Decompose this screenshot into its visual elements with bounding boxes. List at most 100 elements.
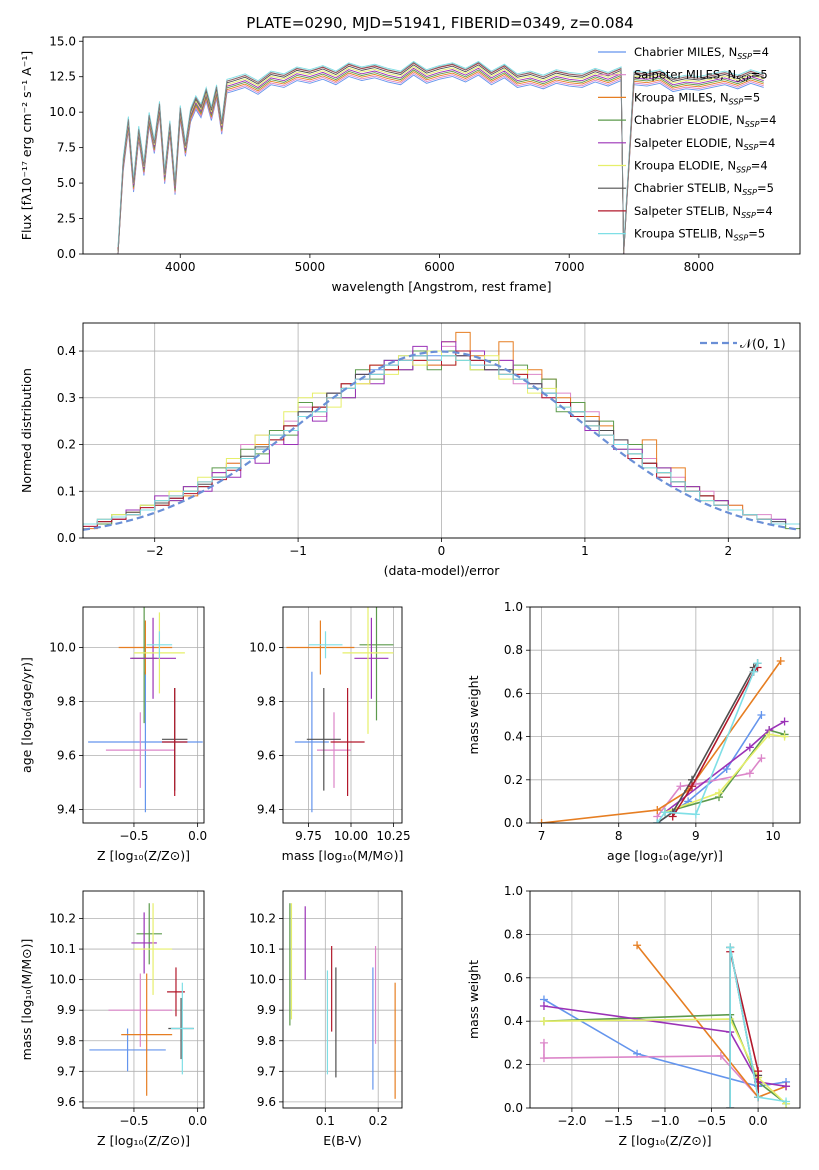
normal-reference-curve: [83, 350, 800, 531]
x-axis-label: Z [log₁₀(Z/Z⊙)]: [97, 848, 190, 863]
y-tick-label: 0.8: [504, 643, 523, 657]
y-tick-label: 10.0: [49, 973, 76, 987]
y-tick-label: 9.8: [257, 1034, 276, 1048]
y-tick-label: 0.4: [504, 1014, 523, 1028]
weight-marker: [653, 819, 662, 823]
weight-line: [664, 733, 785, 813]
figure-title: PLATE=0290, MJD=51941, FIBERID=0349, z=0…: [246, 14, 633, 32]
y-tick-label: 0.3: [57, 391, 76, 405]
axes-frame: [282, 606, 403, 824]
y-tick-label: 10.0: [49, 105, 76, 119]
weight-line: [541, 660, 782, 823]
weight-marker: [537, 819, 546, 823]
panel-z-vs-mass: −0.5 0.0 9.6 9.7 9.8 9.9 10.0 10.1 10.2 Z [log₁₀(…: [19, 890, 207, 1148]
y-tick-label: 0.4: [57, 344, 76, 358]
weight-line: [729, 947, 787, 1108]
x-axis-label: wavelength [Angstrom, rest frame]: [331, 279, 551, 294]
legend-label: 𝒩(0, 1): [740, 336, 786, 351]
y-tick-label: 9.8: [57, 695, 76, 709]
y-tick-label: 10.2: [249, 912, 276, 926]
weight-marker: [722, 765, 731, 773]
weight-marker: [653, 806, 662, 815]
plot-area: [89, 903, 194, 1096]
x-tick-label: 0.2: [369, 1114, 388, 1128]
x-tick-label: 7: [538, 829, 546, 843]
x-tick-label: −1.5: [604, 1114, 633, 1128]
x-tick-label: 10.00: [334, 829, 368, 843]
y-axis-label: Normed distribution: [19, 368, 34, 493]
weight-marker: [688, 782, 696, 791]
y-tick-label: 0.8: [504, 927, 523, 941]
x-tick-label: 0.0: [749, 1114, 768, 1128]
y-tick-label: 0.0: [504, 1101, 523, 1115]
y-tick-label: 0.4: [504, 730, 523, 744]
y-tick-label: 9.4: [57, 803, 76, 817]
weight-line: [672, 666, 759, 817]
plot-area: [537, 657, 789, 823]
y-tick-label: 10.0: [249, 973, 276, 987]
weight-marker: [757, 754, 766, 763]
x-tick-label: 9: [692, 829, 700, 843]
y-axis-label: mass weight: [466, 675, 481, 754]
panel-ebv-vs-mass: 0.1 0.2 9.6 9.7 9.8 9.9 10.0 10.1 10.2 E(B-V): [249, 890, 403, 1148]
x-tick-label: −0.5: [119, 1114, 148, 1128]
weight-marker: [780, 717, 789, 726]
x-tick-label: 5000: [295, 260, 326, 274]
y-tick-label: 1.0: [504, 884, 523, 898]
y-tick-label: 9.4: [257, 803, 276, 817]
x-tick-label: 10.25: [376, 829, 410, 843]
x-tick-label: 2: [724, 544, 732, 558]
plot-area: [117, 60, 764, 254]
x-tick-label: 0.0: [188, 829, 207, 843]
weight-marker: [633, 941, 642, 950]
weight-line: [664, 720, 785, 813]
weight-marker: [661, 808, 669, 817]
panel-z-weights: −2.0 −1.5 −1.0 −0.5 0.0 0.0 0.2 0.4 0.6 0.8 1.0 Z […: [466, 884, 801, 1148]
weight-marker: [716, 1051, 725, 1060]
x-tick-label: 1: [581, 544, 589, 558]
axes-frame: [529, 890, 801, 1109]
x-tick-label: 0.0: [188, 1114, 207, 1128]
axes-frame: [82, 322, 801, 539]
x-tick-label: 10: [765, 829, 780, 843]
axes-frame: [282, 890, 403, 1109]
weight-marker: [765, 730, 774, 739]
x-tick-label: −2: [146, 544, 164, 558]
plot-area: [88, 607, 203, 813]
y-tick-label: 1.0: [504, 600, 523, 614]
weight-line: [656, 757, 763, 818]
weight-marker: [749, 667, 758, 676]
legend-label: Salpeter STELIB, NSSP=4: [634, 204, 773, 220]
y-axis-label: Flux [fλ10⁻¹⁷ erg cm⁻² s⁻¹ A⁻¹]: [19, 51, 34, 240]
weight-line: [543, 1042, 759, 1098]
weight-marker: [726, 943, 735, 952]
x-tick-label: −0.5: [119, 829, 148, 843]
y-tick-label: 10.1: [249, 942, 276, 956]
x-tick-label: 8: [615, 829, 623, 843]
y-tick-label: 9.6: [257, 749, 276, 763]
weight-marker: [539, 1017, 548, 1026]
panel-z-vs-age: −0.5 0.0 9.4 9.6 9.8 10.0 Z [log₁₀(Z/Z⊙)] age […: [19, 606, 207, 863]
weight-marker: [780, 732, 789, 741]
axes-frame: [529, 606, 801, 824]
plot-area: [286, 607, 394, 813]
x-tick-label: 6000: [424, 260, 455, 274]
legend-label: Kroupa ELODIE, NSSP=4: [634, 159, 768, 175]
x-tick-label: 0.1: [316, 1114, 335, 1128]
y-tick-label: 9.7: [257, 1064, 276, 1078]
x-tick-label: 7000: [554, 260, 585, 274]
plot-area: [539, 941, 791, 1108]
weight-marker: [753, 659, 762, 668]
x-tick-label: 0: [438, 544, 446, 558]
weight-marker: [715, 788, 723, 797]
y-tick-label: 9.8: [257, 695, 276, 709]
y-tick-label: 7.5: [57, 141, 76, 155]
weight-marker: [757, 711, 766, 719]
weight-marker: [754, 1067, 763, 1076]
x-tick-label: 9.75: [295, 829, 322, 843]
y-tick-label: 10.0: [249, 641, 276, 655]
axes-frame: [82, 890, 205, 1109]
y-tick-label: 0.6: [504, 686, 523, 700]
weight-marker: [745, 743, 754, 752]
y-tick-label: 12.5: [49, 70, 76, 84]
